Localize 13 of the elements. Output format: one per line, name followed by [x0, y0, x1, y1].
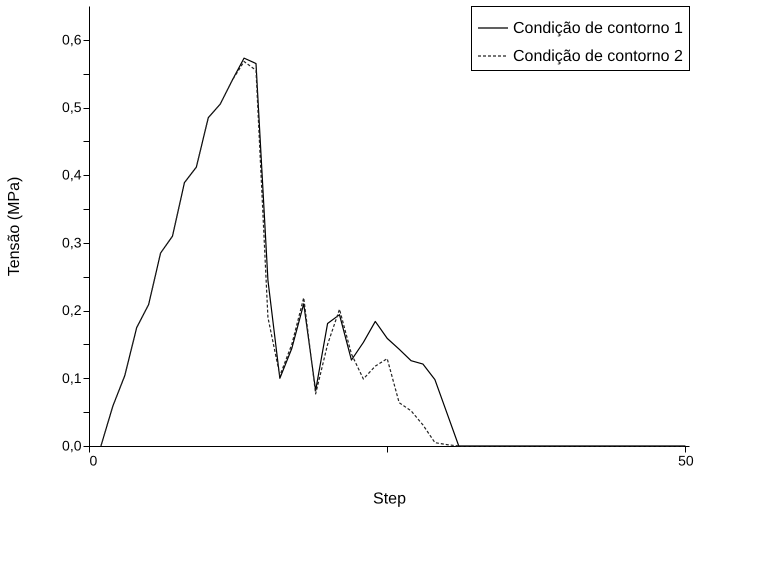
x-tick-label: 0 — [90, 452, 98, 468]
y-tick-label: 0,2 — [62, 302, 82, 318]
y-tick-label: 0,5 — [62, 99, 82, 116]
y-tick-label: 0,3 — [62, 234, 82, 250]
y-axis-title: Tensão (MPa) — [6, 176, 24, 276]
legend-label: Condição de contorno 1 — [513, 20, 683, 37]
y-tick-label: 0,0 — [62, 438, 82, 454]
y-tick-label: 0,4 — [62, 166, 82, 183]
legend-label: Condição de contorno 2 — [513, 48, 683, 65]
y-tick-label: 0,1 — [62, 370, 82, 386]
x-axis-title: Step — [373, 490, 406, 508]
x-tick-label: 50 — [678, 452, 694, 468]
y-tick-label: 0,6 — [62, 31, 82, 48]
